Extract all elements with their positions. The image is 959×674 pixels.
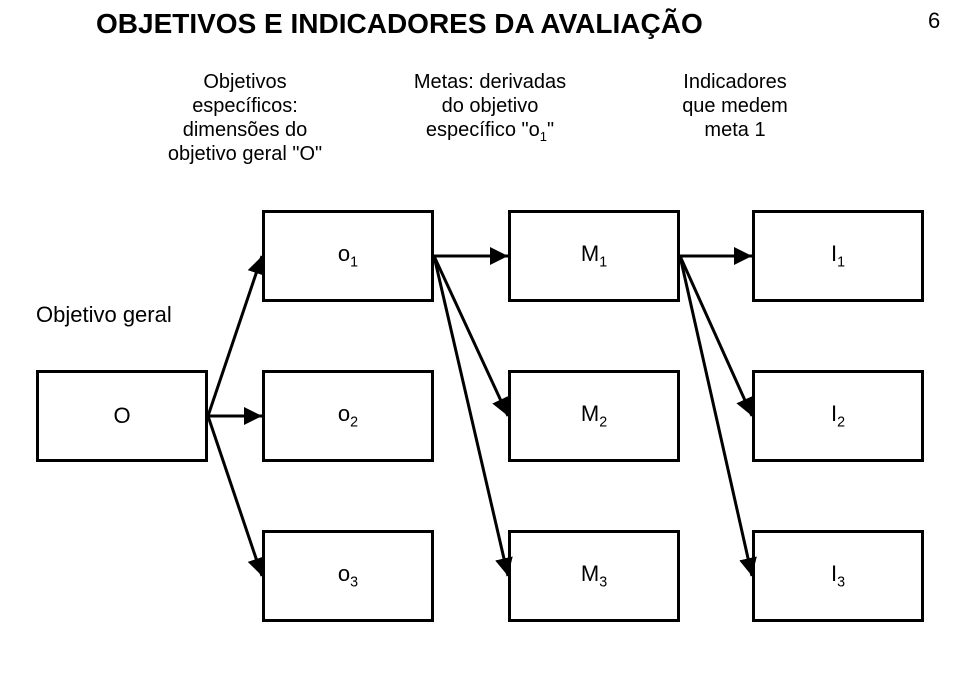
column-header-indicadores: Indicadoresque medemmeta 1 <box>635 70 835 142</box>
arrow <box>434 256 508 576</box>
column-header-metas: Metas: derivadasdo objetivoespecífico "o… <box>390 70 590 145</box>
arrow <box>680 256 752 576</box>
page-title: OBJETIVOS E INDICADORES DA AVALIAÇÃO <box>96 8 703 40</box>
box-o2: o2 <box>262 370 434 462</box>
arrow <box>208 256 262 416</box>
box-O: O <box>36 370 208 462</box>
box-M3: M3 <box>508 530 680 622</box>
arrow <box>208 416 262 576</box>
box-I2: I2 <box>752 370 924 462</box>
box-I3: I3 <box>752 530 924 622</box>
box-o3: o3 <box>262 530 434 622</box>
arrow <box>434 256 508 416</box>
box-I1: I1 <box>752 210 924 302</box>
page-number: 6 <box>928 8 940 34</box>
box-o1: o1 <box>262 210 434 302</box>
arrow <box>680 256 752 416</box>
box-M2: M2 <box>508 370 680 462</box>
box-M1: M1 <box>508 210 680 302</box>
column-header-objetivos: Objetivosespecíficos:dimensões doobjetiv… <box>145 70 345 166</box>
objetivo-geral-label: Objetivo geral <box>36 302 172 328</box>
